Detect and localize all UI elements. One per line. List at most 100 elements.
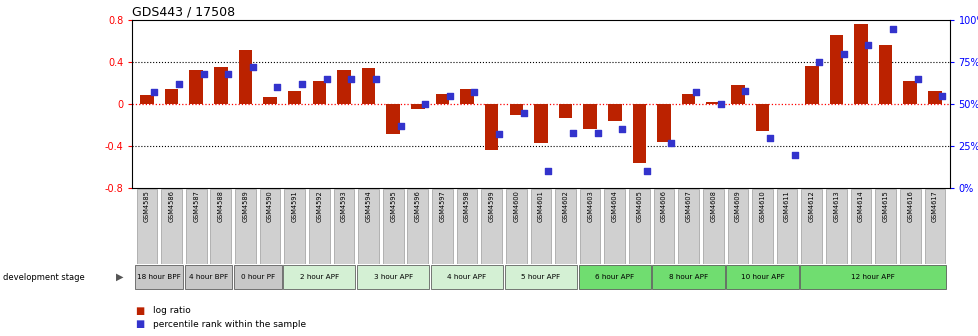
Text: GSM4608: GSM4608 <box>709 191 716 222</box>
Text: GSM4597: GSM4597 <box>439 191 445 222</box>
FancyBboxPatch shape <box>210 189 231 264</box>
Text: GSM4599: GSM4599 <box>488 191 494 222</box>
Point <box>688 90 703 95</box>
Point <box>884 26 900 31</box>
Point <box>589 130 604 135</box>
FancyBboxPatch shape <box>555 189 575 264</box>
Point <box>933 93 949 98</box>
Text: 2 hour APF: 2 hour APF <box>299 274 338 280</box>
FancyBboxPatch shape <box>629 189 649 264</box>
Bar <box>804 67 818 104</box>
FancyBboxPatch shape <box>358 189 378 264</box>
Text: GSM4596: GSM4596 <box>415 191 421 222</box>
FancyBboxPatch shape <box>776 189 797 264</box>
Text: GSM4610: GSM4610 <box>759 191 765 222</box>
FancyBboxPatch shape <box>185 265 232 289</box>
Point <box>564 130 580 135</box>
Bar <box>903 81 916 104</box>
Bar <box>435 94 449 104</box>
Point <box>736 88 752 93</box>
FancyBboxPatch shape <box>234 265 282 289</box>
Text: ■: ■ <box>135 306 144 316</box>
FancyBboxPatch shape <box>651 265 724 289</box>
FancyBboxPatch shape <box>481 189 502 264</box>
Text: GSM4613: GSM4613 <box>832 191 838 222</box>
Text: 0 hour PF: 0 hour PF <box>241 274 275 280</box>
FancyBboxPatch shape <box>137 189 157 264</box>
Bar <box>828 35 842 104</box>
Point <box>639 169 654 174</box>
Point <box>712 101 728 107</box>
Bar <box>312 81 326 104</box>
Point <box>392 123 408 129</box>
Text: 5 hour APF: 5 hour APF <box>521 274 559 280</box>
Point <box>811 59 826 65</box>
Bar <box>607 104 621 121</box>
FancyBboxPatch shape <box>382 189 403 264</box>
Point <box>220 71 236 77</box>
Text: GSM4589: GSM4589 <box>243 191 248 222</box>
Text: ■: ■ <box>135 319 144 329</box>
Text: GSM4593: GSM4593 <box>340 191 346 222</box>
Bar <box>731 85 744 104</box>
Bar <box>460 89 473 104</box>
Bar <box>362 69 375 104</box>
Bar <box>411 104 424 110</box>
Text: 18 hour BPF: 18 hour BPF <box>137 274 181 280</box>
FancyBboxPatch shape <box>801 189 822 264</box>
Text: 12 hour APF: 12 hour APF <box>851 274 894 280</box>
Text: 8 hour APF: 8 hour APF <box>668 274 707 280</box>
Point <box>515 110 531 115</box>
Text: 4 hour BPF: 4 hour BPF <box>189 274 228 280</box>
FancyBboxPatch shape <box>186 189 206 264</box>
FancyBboxPatch shape <box>923 189 944 264</box>
FancyBboxPatch shape <box>235 189 255 264</box>
Text: GSM4585: GSM4585 <box>144 191 150 222</box>
FancyBboxPatch shape <box>430 265 503 289</box>
Text: 6 hour APF: 6 hour APF <box>595 274 634 280</box>
Point <box>761 135 777 140</box>
Point <box>147 90 162 95</box>
Point <box>663 140 679 145</box>
FancyBboxPatch shape <box>283 265 355 289</box>
Text: GSM4603: GSM4603 <box>587 191 593 222</box>
Point <box>171 81 187 87</box>
Bar <box>189 70 202 104</box>
Bar <box>656 104 670 142</box>
FancyBboxPatch shape <box>505 265 576 289</box>
FancyBboxPatch shape <box>751 189 772 264</box>
FancyBboxPatch shape <box>727 189 747 264</box>
Text: GSM4611: GSM4611 <box>783 191 789 222</box>
Text: ▶: ▶ <box>115 272 123 282</box>
FancyBboxPatch shape <box>578 265 650 289</box>
FancyBboxPatch shape <box>309 189 330 264</box>
Point <box>244 65 260 70</box>
FancyBboxPatch shape <box>899 189 919 264</box>
Text: GSM4607: GSM4607 <box>685 191 690 222</box>
Point <box>467 90 482 95</box>
Bar <box>534 104 547 143</box>
Point <box>417 101 432 107</box>
Text: development stage: development stage <box>3 273 85 282</box>
Point <box>613 127 629 132</box>
Text: GDS443 / 17508: GDS443 / 17508 <box>132 6 235 19</box>
Bar <box>263 97 277 104</box>
Text: 10 hour APF: 10 hour APF <box>740 274 783 280</box>
Text: GSM4594: GSM4594 <box>365 191 372 222</box>
FancyBboxPatch shape <box>579 189 600 264</box>
Text: GSM4588: GSM4588 <box>217 191 224 222</box>
FancyBboxPatch shape <box>259 189 280 264</box>
Bar <box>239 50 252 104</box>
Bar <box>214 68 227 104</box>
Bar <box>854 25 867 104</box>
Text: GSM4592: GSM4592 <box>316 191 322 222</box>
Point <box>786 152 802 157</box>
Text: GSM4600: GSM4600 <box>512 191 518 222</box>
Bar <box>386 104 400 134</box>
Point <box>319 76 334 82</box>
FancyBboxPatch shape <box>726 265 798 289</box>
Text: GSM4598: GSM4598 <box>464 191 469 222</box>
FancyBboxPatch shape <box>135 265 183 289</box>
Text: 4 hour APF: 4 hour APF <box>447 274 486 280</box>
FancyBboxPatch shape <box>333 189 354 264</box>
